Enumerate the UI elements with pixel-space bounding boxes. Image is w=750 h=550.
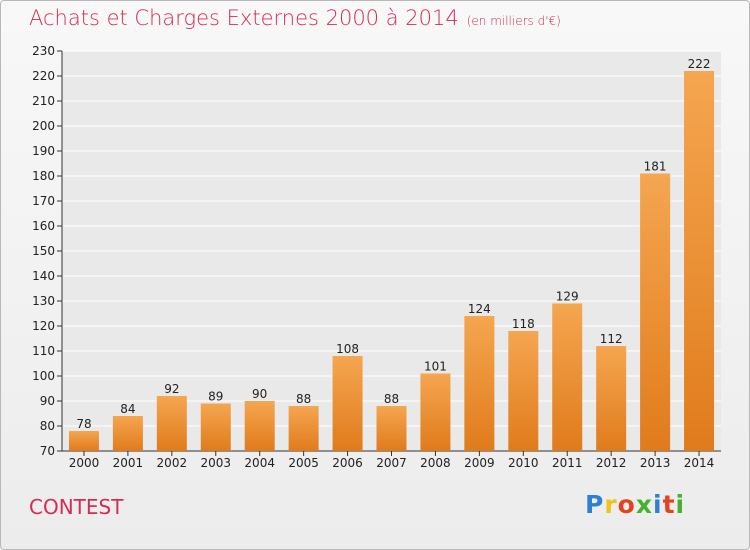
bar [596,346,627,451]
y-tick-label: 220 [32,69,55,83]
proxiti-logo: Proxiti [585,490,685,519]
y-tick-label: 70 [40,444,55,458]
y-tick-label: 80 [40,419,55,433]
x-tick-label: 2006 [332,456,363,470]
bar [244,401,275,451]
bar [156,396,187,451]
logo-letter: x [635,490,653,519]
logo-letter: r [604,490,618,519]
data-label: 108 [336,342,359,356]
x-tick-label: 2002 [157,456,188,470]
x-tick-label: 2014 [684,456,715,470]
bar [288,406,319,451]
data-label: 78 [76,417,91,431]
data-label: 88 [384,392,399,406]
data-label: 112 [600,332,623,346]
y-tick-label: 140 [32,269,55,283]
data-label: 222 [688,57,711,71]
data-label: 89 [208,390,223,404]
x-tick-label: 2008 [420,456,451,470]
logo-letter: t [662,490,676,519]
x-tick-label: 2004 [244,456,275,470]
bar [112,416,143,451]
logo-letter: P [585,490,605,519]
logo-letter: i [653,490,663,519]
bar [332,356,363,451]
bar [508,331,539,451]
bar [420,373,451,451]
y-tick-label: 90 [40,394,55,408]
y-tick-label: 210 [32,94,55,108]
chart-title: Achats et Charges Externes 2000 à 2014 (e… [29,6,561,30]
x-tick-label: 2011 [552,456,583,470]
data-label: 84 [120,402,135,416]
y-tick-label: 150 [32,244,55,258]
x-tick-label: 2013 [640,456,671,470]
logo-letter: i [675,490,686,519]
data-label: 124 [468,302,491,316]
town-name: CONTEST [29,495,124,519]
y-tick-label: 230 [32,44,55,58]
x-tick-label: 2003 [200,456,231,470]
y-tick-label: 200 [32,119,55,133]
data-label: 129 [556,290,579,304]
data-label: 88 [296,392,311,406]
bar [552,303,583,451]
data-label: 118 [512,317,535,331]
x-tick-label: 2001 [113,456,144,470]
x-tick-label: 2010 [508,456,539,470]
x-tick-label: 2007 [376,456,407,470]
x-tick-label: 2000 [69,456,100,470]
y-tick-label: 190 [32,144,55,158]
bar [684,71,715,451]
x-tick-label: 2012 [596,456,627,470]
y-tick-label: 120 [32,319,55,333]
chart-title-text: Achats et Charges Externes 2000 à 2014 [29,6,459,30]
bar [200,403,231,451]
bar [376,406,407,451]
x-tick-label: 2005 [288,456,319,470]
y-tick-label: 170 [32,194,55,208]
data-label: 181 [644,160,667,174]
y-tick-label: 130 [32,294,55,308]
logo-letter: o [617,490,636,519]
x-tick-label: 2009 [464,456,495,470]
chart-subtitle: (en milliers d'€) [466,14,561,28]
bar [464,316,495,451]
y-tick-label: 100 [32,369,55,383]
y-tick-label: 110 [32,344,55,358]
y-tick-label: 180 [32,169,55,183]
bar [68,431,99,451]
data-label: 101 [424,360,447,374]
y-tick-label: 160 [32,219,55,233]
bar [640,173,671,451]
data-label: 90 [252,387,267,401]
data-label: 92 [164,382,179,396]
